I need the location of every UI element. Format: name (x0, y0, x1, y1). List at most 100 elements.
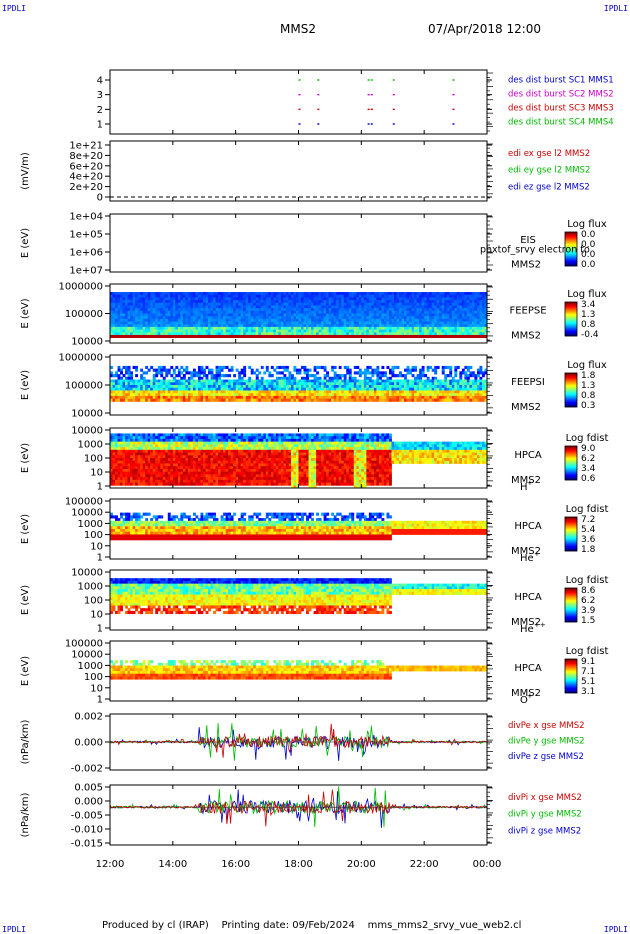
heatmap-cell (147, 444, 151, 448)
heatmap-cell (368, 324, 372, 328)
heatmap-cell (263, 300, 267, 304)
heatmap-cell (122, 326, 126, 330)
heatmap-cell (436, 313, 440, 317)
heatmap-cell (459, 294, 463, 298)
heatmap-cell (250, 326, 254, 330)
heatmap-cell (142, 305, 146, 309)
heatmap-cell (444, 390, 448, 394)
heatmap-cell (446, 297, 450, 301)
heatmap-cell (363, 326, 367, 330)
heatmap-cell (147, 294, 151, 298)
heatmap-cell (145, 300, 149, 304)
heatmap-cell (250, 308, 254, 312)
heatmap-cell (449, 365, 453, 370)
heatmap-cell (220, 329, 224, 333)
heatmap-cell (117, 316, 121, 320)
heatmap-cell (250, 316, 254, 320)
heatmap-cell (125, 436, 128, 440)
heatmap-cell (177, 466, 181, 470)
heatmap-cell (160, 365, 164, 370)
heatmap-cell (240, 294, 244, 298)
heatmap-cell (190, 390, 194, 394)
heatmap-cell (233, 321, 237, 325)
heatmap-cell (190, 379, 194, 383)
heatmap-cell (446, 324, 450, 328)
heatmap-cell (220, 395, 224, 400)
heatmap-cell (182, 393, 186, 397)
heatmap-cell (353, 318, 357, 322)
heatmap-cell (383, 382, 387, 386)
heatmap-cell (175, 393, 179, 397)
heatmap-cell (110, 444, 113, 448)
heatmap-cell (479, 387, 483, 391)
heatmap-cell (456, 300, 460, 304)
heatmap-cell (466, 395, 470, 400)
heatmap-cell (248, 292, 252, 296)
heatmap-cell (464, 365, 468, 370)
heatmap-cell (419, 395, 423, 400)
heatmap-cell (454, 379, 458, 383)
heatmap-cell (419, 368, 423, 372)
panel-eis-bg (110, 214, 487, 272)
heatmap-cell (240, 390, 244, 394)
heatmap-cell (117, 474, 121, 478)
heatmap-cell (165, 310, 169, 314)
heatmap-cell (140, 310, 144, 314)
heatmap-cell (356, 324, 360, 328)
heatmap-cell (167, 438, 171, 443)
heatmap-cell (182, 449, 186, 453)
heatmap-cell (197, 294, 201, 298)
heatmap-cell (303, 294, 307, 298)
heatmap-cell (391, 382, 395, 386)
heatmap-cell (368, 376, 372, 380)
heatmap-cell (439, 398, 443, 402)
heatmap-cell (185, 479, 189, 483)
heatmap-cell (481, 310, 485, 314)
heatmap-cell (245, 308, 249, 312)
heatmap-cell (381, 300, 385, 304)
heatmap-cell (388, 376, 392, 380)
heatmap-cell (202, 387, 206, 391)
heatmap-cell (223, 316, 227, 320)
heatmap-cell (431, 321, 435, 325)
heatmap-cell (388, 382, 392, 386)
burst-mark (452, 79, 455, 81)
colorbar-segment (565, 326, 577, 328)
heatmap-cell (366, 326, 370, 330)
heatmap-cell (162, 329, 166, 333)
heatmap-cell (157, 468, 161, 473)
heatmap-cell (285, 308, 289, 312)
heatmap-cell (306, 376, 309, 380)
heatmap-cell (155, 292, 159, 296)
heatmap-cell (363, 387, 367, 391)
heatmap-cell (363, 321, 367, 325)
heatmap-cell (197, 449, 201, 453)
heatmap-cell (434, 329, 438, 333)
heatmap-cell (253, 321, 257, 325)
heatmap-cell (120, 376, 123, 380)
heatmap-cell (376, 368, 380, 372)
heatmap-cell (308, 324, 312, 328)
heatmap-cell (223, 390, 227, 394)
heatmap-cell (426, 379, 430, 383)
heatmap-cell (122, 479, 126, 483)
heatmap-cell (424, 292, 428, 296)
heatmap-cell (341, 316, 345, 320)
colorbar-segment (565, 303, 577, 305)
heatmap-cell (356, 318, 360, 322)
heatmap-cell (233, 387, 237, 391)
heatmap-cell (130, 387, 134, 391)
heatmap-cell (278, 318, 282, 322)
heatmap-cell (278, 395, 282, 400)
heatmap-cell (288, 398, 292, 402)
heatmap-cell (147, 318, 151, 322)
heatmap-cell (167, 447, 171, 451)
heatmap-cell (160, 300, 164, 304)
heatmap-cell (228, 382, 232, 386)
heatmap-cell (110, 297, 113, 301)
heatmap-cell (172, 334, 176, 339)
heatmap-cell (346, 318, 350, 322)
heatmap-cell (225, 324, 229, 328)
heatmap-cell (466, 379, 470, 383)
heatmap-cell (120, 326, 123, 330)
